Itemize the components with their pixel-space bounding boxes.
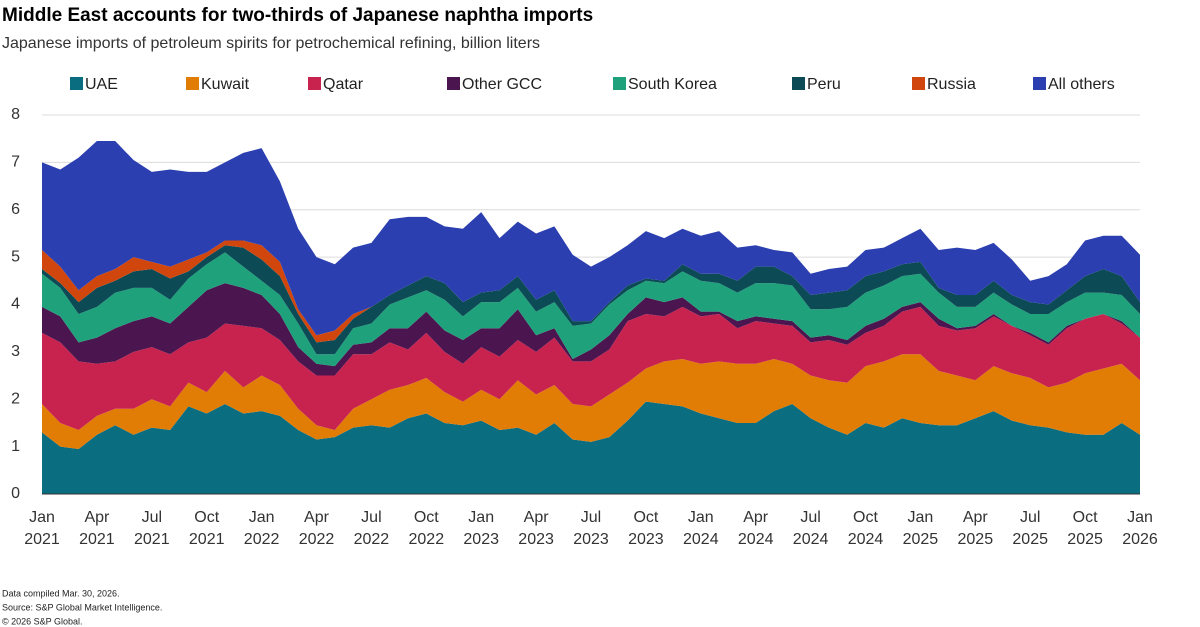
area [42,354,1140,449]
x-tick-label: Jul 2022 [354,509,390,548]
area [42,252,1140,367]
x-tick-label: Jul 2024 [793,509,829,548]
x-tick-label: Apr 2025 [958,509,994,548]
x-tick-label: Jan 2024 [683,509,719,548]
y-tick-label: 2 [11,390,20,407]
y-tick-label: 6 [11,201,20,218]
x-tick-label: Jan 2026 [1122,509,1158,548]
x-tick-label: Oct 2021 [189,509,225,548]
legend-label: Qatar [323,76,364,93]
area [42,283,1140,376]
x-tick-label: Oct 2022 [409,509,445,548]
y-tick-label: 4 [11,296,20,313]
x-tick-label: Oct 2024 [848,509,884,548]
legend-swatch [1033,77,1046,90]
area [42,306,1140,431]
y-tick-label: 8 [11,106,20,123]
chart-subtitle: Japanese imports of petroleum spirits fo… [2,35,540,52]
legend-swatch [186,77,199,90]
x-tick-label: Jan 2023 [463,509,499,548]
legend-label: All others [1048,76,1115,93]
y-tick-label: 3 [11,343,20,360]
x-tick-label: Oct 2025 [1067,509,1103,548]
x-tick-label: Oct 2023 [628,509,664,548]
legend-swatch [613,77,626,90]
legend-swatch [447,77,460,90]
x-tick-label: Apr 2024 [738,509,774,548]
x-tick-label: Apr 2023 [518,509,554,548]
footnote: © 2026 S&P Global. [2,616,83,626]
chart-title: Middle East accounts for two-thirds of J… [2,5,593,26]
y-tick-label: 7 [11,154,20,171]
x-tick-label: Jul 2023 [573,509,609,548]
legend-swatch [308,77,321,90]
legend-swatch [70,77,83,90]
area [42,141,1140,336]
x-tick-label: Jan 2025 [903,509,939,548]
x-tick-label: Apr 2021 [79,509,115,548]
footnote: Data compiled Mar. 30, 2026. [2,588,120,598]
legend-label: Russia [927,76,976,93]
legend-label: UAE [85,76,118,93]
y-tick-label: 0 [11,485,20,502]
y-tick-label: 5 [11,248,20,265]
x-tick-label: Apr 2022 [299,509,335,548]
legend-label: Peru [807,76,841,93]
x-tick-label: Jan 2022 [244,509,280,548]
y-tick-label: 1 [11,438,20,455]
x-tick-label: Jul 2021 [134,509,170,548]
legend-swatch [912,77,925,90]
x-tick-label: Jul 2025 [1012,509,1048,548]
footnote: Source: S&P Global Market Intelligence. [2,602,162,612]
legend-label: Other GCC [462,76,542,93]
legend-label: Kuwait [201,76,250,93]
area [42,401,1140,494]
legend-swatch [792,77,805,90]
legend-label: South Korea [628,76,717,93]
x-tick-label: Jan 2021 [24,509,60,548]
